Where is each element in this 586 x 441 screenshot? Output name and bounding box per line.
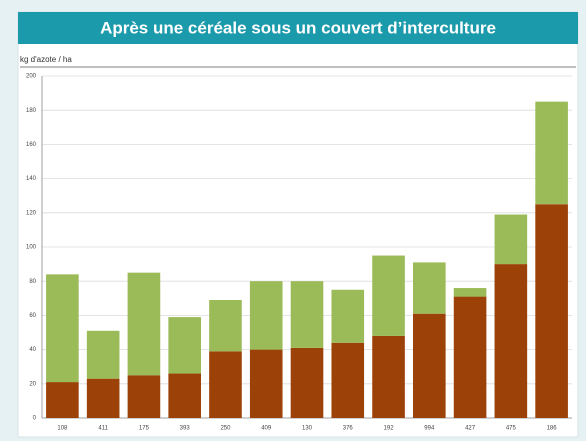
bar-segment xyxy=(290,347,324,418)
x-tick-label: 186 xyxy=(547,426,558,432)
bar-segment xyxy=(413,313,446,418)
bar-segment xyxy=(168,373,201,418)
title-bar xyxy=(18,12,578,44)
bar-segment xyxy=(249,349,283,418)
bar-segment xyxy=(46,382,79,418)
chart-title: Après une céréale sous un couvert d’inte… xyxy=(100,18,496,37)
y-tick-label: 60 xyxy=(29,313,36,319)
bar-segment xyxy=(249,281,283,350)
y-tick-label: 40 xyxy=(29,347,36,353)
bar-segment xyxy=(535,204,568,418)
bar-segment xyxy=(494,264,528,418)
x-tick-label: 175 xyxy=(139,426,150,432)
y-axis-label: kg d'azote / ha xyxy=(20,55,72,64)
bar-segment xyxy=(331,289,365,343)
bar-segment xyxy=(46,274,79,383)
x-tick-label: 130 xyxy=(302,426,313,432)
y-tick-label: 20 xyxy=(29,381,36,387)
x-tick-label: 393 xyxy=(180,426,191,432)
bar-segment xyxy=(494,214,528,265)
y-tick-label: 180 xyxy=(26,108,37,114)
x-tick-label: 192 xyxy=(384,426,395,432)
bar-segment xyxy=(127,375,161,418)
bar-segment xyxy=(86,330,120,379)
y-tick-label: 160 xyxy=(26,142,37,148)
x-tick-label: 994 xyxy=(424,426,435,432)
y-tick-label: 120 xyxy=(26,210,37,216)
y-tick-label: 200 xyxy=(26,74,37,80)
y-tick-label: 140 xyxy=(26,176,37,182)
bar-segment xyxy=(290,281,324,348)
y-tick-label: 80 xyxy=(29,279,36,285)
y-tick-label: 100 xyxy=(26,245,37,251)
x-tick-label: 108 xyxy=(57,426,68,432)
x-tick-label: 475 xyxy=(506,426,517,432)
x-tick-label: 250 xyxy=(220,426,231,432)
y-tick-label: 0 xyxy=(33,416,37,422)
bar-segment xyxy=(331,342,365,418)
bar-segment xyxy=(372,255,405,336)
bar-segment xyxy=(453,296,487,418)
x-tick-label: 409 xyxy=(261,426,272,432)
bar-segment xyxy=(209,351,242,418)
bar-segment xyxy=(209,300,242,352)
bar-segment xyxy=(535,101,568,205)
x-tick-label: 411 xyxy=(98,426,108,432)
bar-segment xyxy=(86,378,120,418)
bar-segment xyxy=(372,335,405,418)
bar-segment xyxy=(453,288,487,297)
bar-segment xyxy=(127,272,161,376)
bar-segment xyxy=(413,262,446,314)
x-tick-label: 427 xyxy=(465,426,476,432)
x-tick-label: 376 xyxy=(343,426,354,432)
bar-segment xyxy=(168,317,201,374)
